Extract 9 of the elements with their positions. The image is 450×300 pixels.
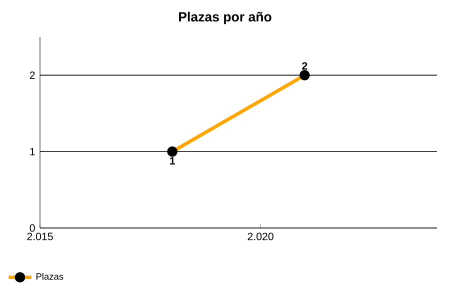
x-tick-label: 2.015 [27, 232, 53, 240]
data-label: 2 [302, 62, 308, 70]
y-tick-label: 2 [30, 71, 35, 79]
data-label: 1 [170, 157, 175, 164]
x-tick-label: 2.020 [248, 232, 274, 240]
legend-label: Plazas [36, 272, 64, 280]
y-tick-label: 0 [30, 224, 35, 232]
chart-title: Plazas por año [179, 12, 272, 24]
y-tick-label: 1 [30, 148, 35, 156]
